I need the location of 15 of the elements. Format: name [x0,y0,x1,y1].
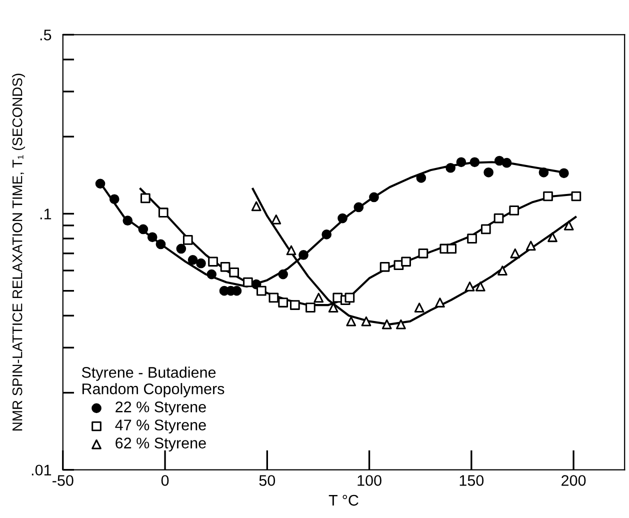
x-tick-label: 50 [259,475,276,486]
y-axis-title: NMR SPIN-LATTICE RELAXATION TIME, T₁ (SECONDS) [12,74,25,430]
x-tick-label: 100 [358,475,382,486]
x-axis-title: T °C [328,494,358,506]
legend-label: 47 % Styrene [115,420,206,434]
legend-label: 22 % Styrene [116,402,206,416]
y-tick-label: .1 [40,208,52,220]
x-tick-label: 150 [460,475,484,486]
y-tick-label: .01 [32,464,52,476]
legend-title: Styrene - Butadiene Random Copolymers [82,366,224,398]
x-tick-label: 200 [562,475,586,486]
x-tick-label: -50 [52,475,74,486]
x-tick-label: 0 [161,475,169,486]
y-tick-label: .5 [40,30,52,40]
legend-label: 62 % Styrene [116,438,206,452]
